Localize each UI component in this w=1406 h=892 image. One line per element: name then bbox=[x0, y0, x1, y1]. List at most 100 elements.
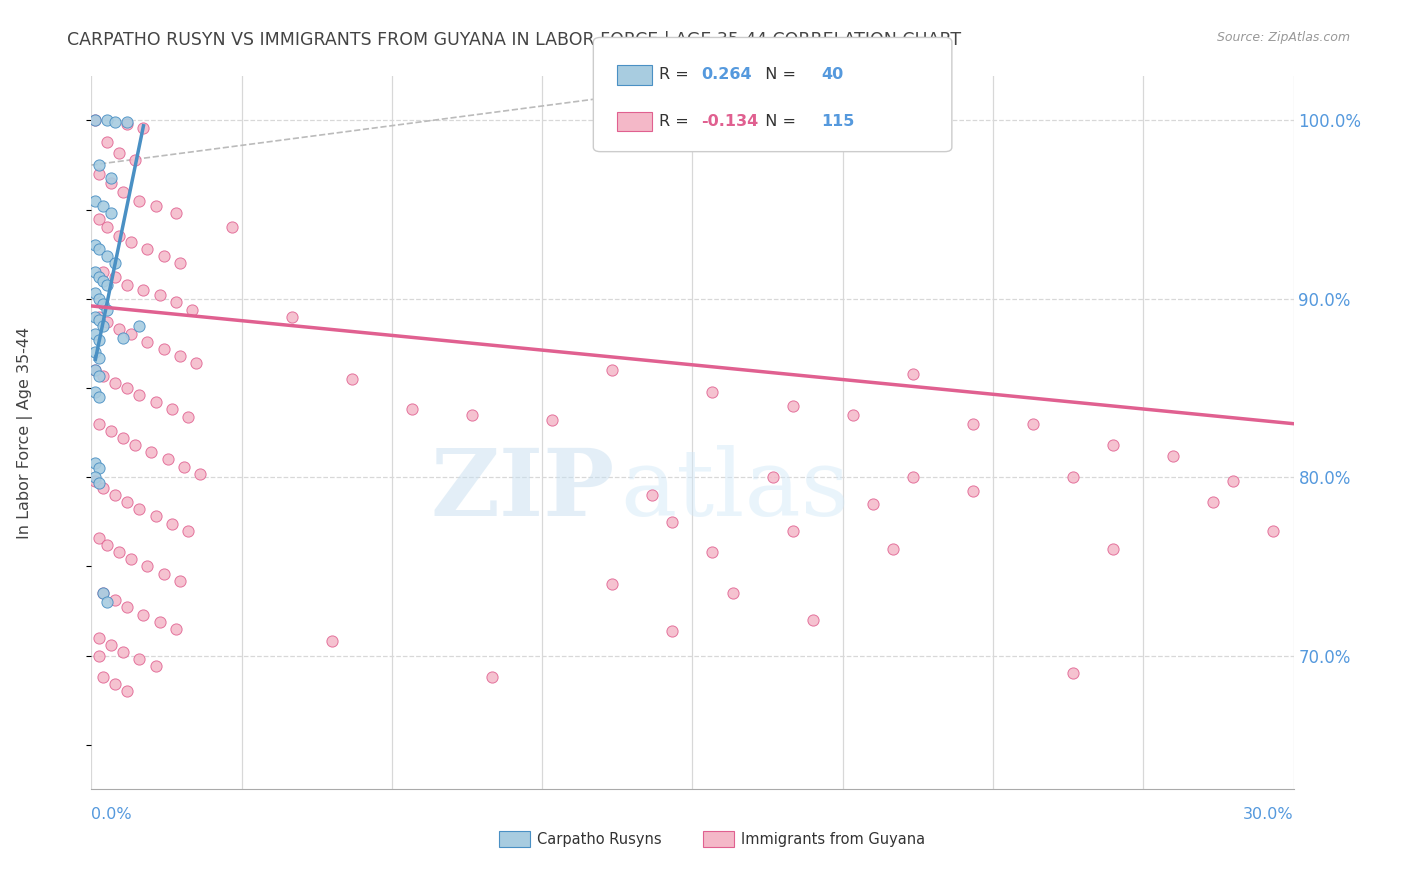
Point bbox=[96, 249, 118, 263]
Point bbox=[180, 302, 202, 317]
Text: R =: R = bbox=[659, 68, 695, 82]
Point bbox=[84, 286, 107, 301]
Point bbox=[132, 120, 155, 135]
Point bbox=[702, 384, 724, 399]
Point bbox=[152, 249, 174, 263]
Point bbox=[93, 318, 115, 333]
Point bbox=[661, 515, 683, 529]
Point bbox=[96, 538, 118, 552]
Point bbox=[128, 194, 150, 208]
Point bbox=[962, 417, 984, 431]
Point bbox=[108, 229, 131, 244]
Point bbox=[169, 574, 191, 588]
Point bbox=[1062, 666, 1084, 681]
Point bbox=[184, 356, 207, 370]
Point bbox=[93, 297, 115, 311]
Point bbox=[281, 310, 304, 324]
Point bbox=[1102, 541, 1125, 556]
Text: R =: R = bbox=[659, 114, 695, 128]
Point bbox=[89, 333, 111, 347]
Point bbox=[169, 349, 191, 363]
Point bbox=[96, 220, 118, 235]
Point bbox=[221, 220, 243, 235]
Point bbox=[84, 456, 107, 470]
Point bbox=[104, 256, 127, 270]
Point bbox=[602, 363, 624, 377]
Point bbox=[108, 545, 131, 559]
Text: 0.264: 0.264 bbox=[702, 68, 752, 82]
Point bbox=[136, 242, 159, 256]
Point bbox=[96, 595, 118, 609]
Point bbox=[117, 684, 139, 698]
Point bbox=[100, 638, 122, 652]
Point bbox=[93, 670, 115, 684]
Point bbox=[89, 351, 111, 365]
Point bbox=[481, 670, 503, 684]
Point bbox=[84, 345, 107, 359]
Text: -0.134: -0.134 bbox=[702, 114, 759, 128]
Point bbox=[96, 113, 118, 128]
Point bbox=[160, 516, 183, 531]
Text: N =: N = bbox=[755, 68, 801, 82]
Point bbox=[84, 363, 107, 377]
Point bbox=[165, 622, 187, 636]
Text: Carpatho Rusyns: Carpatho Rusyns bbox=[537, 832, 662, 847]
Point bbox=[602, 577, 624, 591]
Point bbox=[117, 381, 139, 395]
Point bbox=[112, 331, 135, 345]
Point bbox=[84, 384, 107, 399]
Point bbox=[762, 470, 785, 484]
Point bbox=[152, 566, 174, 581]
Point bbox=[148, 615, 170, 629]
Point bbox=[661, 624, 683, 638]
Point bbox=[104, 488, 127, 502]
Point bbox=[132, 607, 155, 622]
Text: 40: 40 bbox=[821, 68, 844, 82]
Point bbox=[89, 390, 111, 404]
Point bbox=[89, 531, 111, 545]
Point bbox=[721, 586, 744, 600]
Point bbox=[117, 277, 139, 292]
Text: 115: 115 bbox=[821, 114, 855, 128]
Point bbox=[1202, 495, 1225, 509]
Point bbox=[89, 292, 111, 306]
Point bbox=[128, 652, 150, 666]
Point bbox=[112, 645, 135, 659]
Point bbox=[136, 559, 159, 574]
Point bbox=[124, 153, 146, 167]
Point bbox=[100, 170, 122, 185]
Point bbox=[104, 376, 127, 390]
Point bbox=[84, 474, 107, 488]
Point bbox=[841, 408, 863, 422]
Point bbox=[84, 113, 107, 128]
Point bbox=[89, 242, 111, 256]
Point bbox=[152, 342, 174, 356]
Point bbox=[84, 310, 107, 324]
Point bbox=[104, 593, 127, 607]
Point bbox=[84, 194, 107, 208]
Point bbox=[93, 274, 115, 288]
Point bbox=[89, 417, 111, 431]
Point bbox=[93, 481, 115, 495]
Point bbox=[93, 265, 115, 279]
Point bbox=[84, 327, 107, 342]
Point bbox=[117, 495, 139, 509]
Point bbox=[1222, 474, 1244, 488]
Point bbox=[84, 363, 107, 377]
Point bbox=[132, 283, 155, 297]
Point bbox=[89, 475, 111, 490]
Point bbox=[702, 545, 724, 559]
Point bbox=[89, 368, 111, 383]
Point bbox=[112, 431, 135, 445]
Point bbox=[93, 199, 115, 213]
Point bbox=[165, 295, 187, 310]
Point bbox=[89, 648, 111, 663]
Point bbox=[1022, 417, 1045, 431]
Point bbox=[541, 413, 564, 427]
Point bbox=[862, 497, 884, 511]
Point bbox=[148, 288, 170, 302]
Text: Source: ZipAtlas.com: Source: ZipAtlas.com bbox=[1216, 31, 1350, 45]
Point bbox=[173, 459, 195, 474]
Point bbox=[156, 452, 179, 467]
Point bbox=[96, 277, 118, 292]
